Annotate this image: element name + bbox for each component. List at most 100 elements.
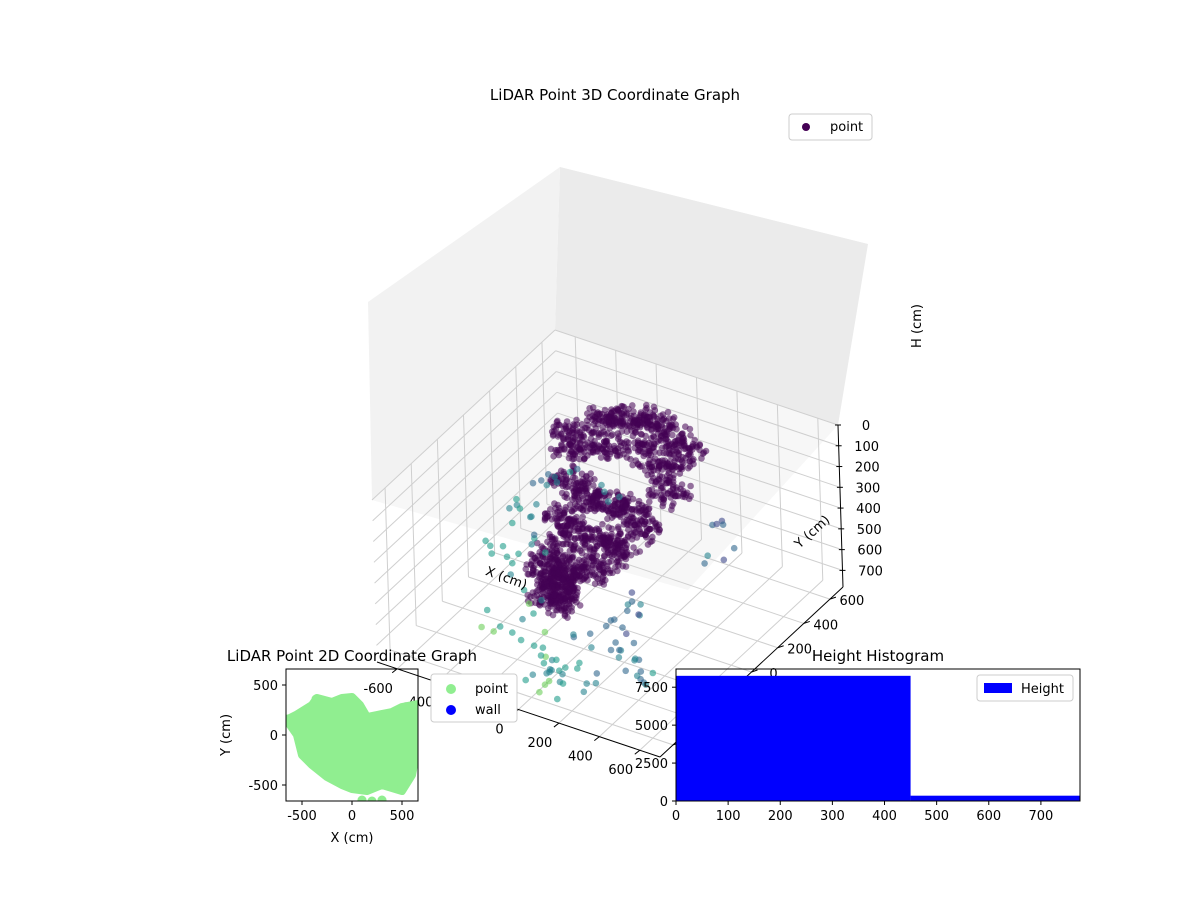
data-point-3d	[579, 564, 586, 571]
data-point-3d	[509, 519, 516, 527]
data-point-3d	[622, 563, 630, 570]
data-point-3d	[555, 514, 563, 521]
data-point-3d	[574, 525, 582, 532]
data-point-3d	[648, 486, 656, 493]
data-point-3d	[601, 488, 608, 496]
data-point-2d	[399, 704, 409, 714]
grid-line-left-h	[372, 371, 557, 542]
data-point-3d	[616, 438, 624, 446]
data-point-3d	[536, 688, 543, 696]
grid-line-left-h	[372, 350, 556, 522]
data-point-3d	[656, 472, 664, 480]
data-point-3d	[478, 623, 485, 631]
data-point-3d	[670, 500, 677, 507]
data-point-3d	[617, 409, 625, 417]
data-point-3d	[607, 534, 615, 542]
data-point-3d	[636, 419, 644, 426]
data-point-3d	[637, 530, 644, 538]
data-point-3d	[522, 676, 529, 684]
data-point-3d	[659, 502, 666, 510]
data-point-3d	[678, 458, 686, 465]
data-point-3d	[563, 418, 571, 425]
data-point-3d	[719, 521, 727, 528]
data-point-3d	[541, 568, 549, 575]
data-point-3d	[629, 495, 637, 503]
data-point-3d	[589, 448, 596, 456]
data-point-3d	[597, 454, 605, 461]
data-point-3d	[658, 491, 665, 499]
data-point-3d	[649, 669, 657, 677]
data-point-3d	[563, 490, 570, 498]
data-point-3d	[554, 695, 561, 703]
data-point-3d	[581, 455, 588, 462]
data-point-3d	[659, 434, 667, 442]
grid-line-left-y	[541, 342, 548, 505]
data-point-3d	[664, 408, 672, 416]
data-point-3d	[547, 506, 554, 513]
data-point-3d	[595, 505, 602, 512]
data-point-3d	[670, 414, 678, 421]
data-point-3d	[633, 549, 640, 556]
data-point-3d	[549, 611, 557, 619]
data-point-3d	[677, 485, 684, 493]
data-point-3d	[482, 537, 489, 545]
data-point-3d	[605, 413, 612, 421]
grid-line-left-y	[463, 414, 469, 578]
y-tick-label-3d: 400	[813, 618, 838, 633]
data-point-3d	[608, 506, 615, 513]
data-point-3d	[499, 542, 507, 550]
data-point-3d	[506, 505, 513, 512]
data-point-3d	[547, 599, 554, 607]
data-point-3d	[598, 414, 605, 421]
data-point-3d	[673, 492, 681, 500]
data-point-3d	[590, 482, 597, 489]
data-point-3d	[665, 442, 672, 450]
data-point-3d	[595, 448, 602, 455]
data-point-3d	[652, 519, 659, 527]
data-point-3d	[641, 441, 648, 449]
data-point-3d	[548, 516, 556, 523]
data-point-3d	[496, 623, 504, 630]
grid-line-left-h	[375, 454, 560, 625]
data-point-3d	[600, 561, 607, 568]
data-point-3d	[571, 435, 579, 443]
data-point-3d	[525, 600, 533, 607]
data-point-3d	[530, 610, 537, 617]
data-point-3d	[602, 419, 610, 427]
data-point-3d	[687, 482, 694, 490]
x-tick-label-histogram: 400	[872, 809, 897, 824]
y-tick-label-histogram: 5000	[635, 719, 668, 734]
data-point-3d	[591, 580, 599, 587]
data-point-3d	[573, 567, 580, 575]
data-point-3d	[550, 548, 558, 556]
data-point-3d	[546, 541, 554, 548]
data-point-3d	[560, 522, 567, 530]
data-point-3d	[566, 557, 573, 564]
data-point-3d	[629, 420, 637, 427]
data-point-3d	[713, 520, 720, 528]
grid-line-back-x	[817, 418, 824, 581]
data-point-3d	[580, 688, 588, 696]
data-point-3d	[540, 659, 548, 667]
data-point-3d	[555, 431, 563, 439]
data-point-3d	[638, 431, 645, 438]
legend-3d: point	[788, 113, 873, 141]
x-tick-mark-3d	[594, 736, 600, 742]
x-tick-label-histogram: 600	[976, 809, 1001, 824]
data-point-3d	[551, 500, 558, 507]
data-point-3d	[615, 525, 622, 532]
data-point-3d	[630, 544, 637, 551]
data-point-3d	[542, 549, 549, 556]
data-point-3d	[646, 525, 653, 533]
x-tick-label-histogram: 700	[1028, 809, 1053, 824]
legend-2d-label-point: point	[475, 682, 508, 697]
data-point-3d	[537, 652, 545, 659]
data-point-3d	[578, 492, 585, 500]
data-point-3d	[539, 644, 547, 651]
data-point-3d	[623, 630, 630, 638]
data-point-2d	[357, 795, 367, 801]
data-point-3d	[631, 521, 639, 529]
data-point-3d	[509, 629, 516, 636]
data-point-3d	[562, 483, 570, 491]
chart-2d-title: LiDAR Point 2D Coordinate Graph	[227, 647, 477, 665]
